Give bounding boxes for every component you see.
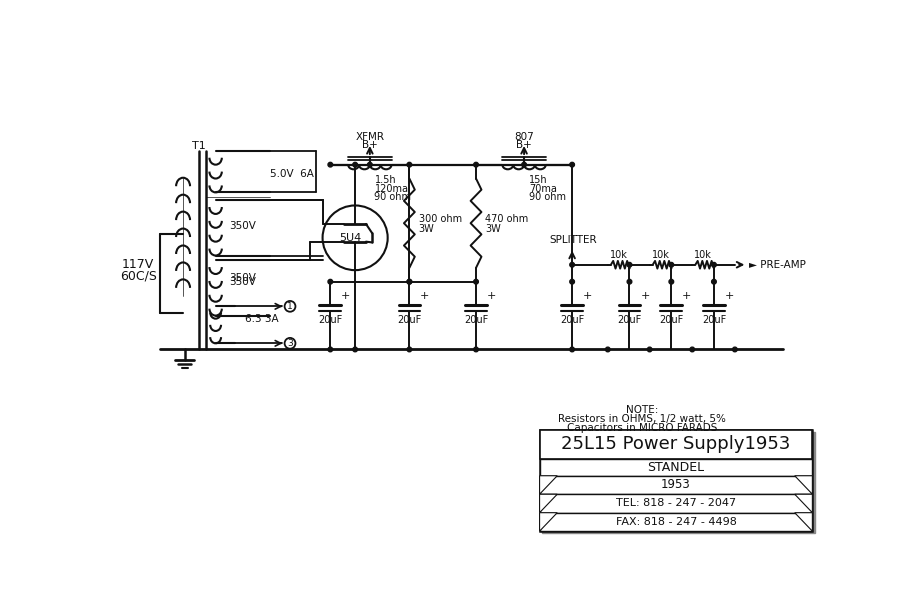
Text: 90 ohm: 90 ohm: [375, 192, 412, 202]
Text: 470 ohm: 470 ohm: [485, 215, 528, 224]
Bar: [542, 432, 815, 533]
Text: TEL: 818 - 247 - 2047: TEL: 818 - 247 - 2047: [616, 499, 736, 509]
Circle shape: [647, 347, 652, 352]
Text: 1: 1: [287, 302, 293, 311]
Text: 350V: 350V: [230, 273, 256, 283]
Circle shape: [353, 162, 357, 167]
Text: 3W: 3W: [419, 224, 435, 234]
Circle shape: [669, 279, 674, 284]
Text: +: +: [583, 290, 593, 301]
Text: 3W: 3W: [485, 224, 501, 234]
Text: +: +: [641, 290, 650, 301]
Circle shape: [570, 279, 574, 284]
Text: 10k: 10k: [694, 250, 712, 260]
Circle shape: [711, 279, 716, 284]
Text: 20uF: 20uF: [702, 315, 726, 325]
Circle shape: [328, 347, 333, 352]
Text: 350V: 350V: [230, 221, 256, 231]
Circle shape: [627, 263, 631, 267]
Polygon shape: [539, 513, 557, 531]
Text: +: +: [341, 290, 350, 301]
Circle shape: [606, 347, 610, 352]
Circle shape: [407, 279, 412, 284]
Text: 3: 3: [287, 339, 293, 348]
Text: 117V: 117V: [122, 258, 154, 271]
Text: 60C/S: 60C/S: [119, 269, 156, 282]
Bar: [539, 429, 812, 459]
Text: T1: T1: [192, 141, 206, 151]
Circle shape: [407, 162, 412, 167]
Text: XFMR: XFMR: [356, 132, 384, 142]
Text: Resistors in OHMS, 1/2 watt, 5%: Resistors in OHMS, 1/2 watt, 5%: [558, 414, 726, 424]
Text: +: +: [725, 290, 734, 301]
Text: 25L15 Power Supply1953: 25L15 Power Supply1953: [562, 435, 790, 453]
Text: 6.3 3A: 6.3 3A: [245, 314, 278, 323]
Text: 20uF: 20uF: [397, 315, 422, 325]
Circle shape: [570, 347, 574, 352]
Polygon shape: [795, 513, 812, 531]
Text: 20uF: 20uF: [618, 315, 641, 325]
Text: 20uF: 20uF: [659, 315, 684, 325]
Circle shape: [732, 347, 737, 352]
Text: NOTE:: NOTE:: [626, 405, 658, 415]
Circle shape: [473, 279, 479, 284]
Circle shape: [522, 162, 527, 167]
Text: SPLITTER: SPLITTER: [550, 235, 597, 245]
Bar: [539, 429, 812, 531]
Text: 20uF: 20uF: [318, 315, 343, 325]
Circle shape: [407, 279, 412, 284]
Text: 300 ohm: 300 ohm: [419, 215, 462, 224]
Circle shape: [328, 162, 333, 167]
Text: FAX: 818 - 247 - 4498: FAX: 818 - 247 - 4498: [616, 517, 736, 527]
Text: +: +: [420, 290, 429, 301]
Circle shape: [570, 263, 574, 267]
Text: 1.5h: 1.5h: [375, 175, 396, 185]
Circle shape: [407, 347, 412, 352]
Bar: [539, 513, 812, 531]
Text: 70ma: 70ma: [528, 183, 557, 194]
Text: 1953: 1953: [661, 478, 691, 491]
Text: 15h: 15h: [528, 175, 548, 185]
Text: +: +: [487, 290, 496, 301]
Text: 20uF: 20uF: [560, 315, 584, 325]
Text: Capacitors in MICRO FARADS: Capacitors in MICRO FARADS: [567, 423, 717, 433]
Bar: [539, 459, 812, 476]
Text: 20uF: 20uF: [464, 315, 488, 325]
Text: +: +: [682, 290, 692, 301]
Bar: [539, 494, 812, 513]
Polygon shape: [795, 476, 812, 494]
Circle shape: [473, 162, 479, 167]
Bar: [539, 476, 812, 494]
Circle shape: [711, 263, 716, 267]
Text: 90 ohm: 90 ohm: [528, 192, 566, 202]
Circle shape: [328, 279, 333, 284]
Text: 10k: 10k: [652, 250, 669, 260]
Circle shape: [368, 162, 372, 167]
Text: 5.0V  6A: 5.0V 6A: [270, 169, 313, 179]
Circle shape: [570, 162, 574, 167]
Text: 350V: 350V: [230, 277, 256, 287]
Circle shape: [627, 279, 631, 284]
Circle shape: [690, 347, 695, 352]
Text: B+: B+: [516, 140, 532, 149]
Polygon shape: [539, 494, 557, 513]
Text: B+: B+: [362, 140, 378, 149]
Text: 120ma: 120ma: [375, 183, 409, 194]
Text: 10k: 10k: [609, 250, 628, 260]
Polygon shape: [539, 476, 557, 494]
Text: ► PRE-AMP: ► PRE-AMP: [749, 260, 806, 270]
Text: 807: 807: [515, 132, 534, 142]
Circle shape: [353, 347, 357, 352]
Polygon shape: [795, 494, 812, 513]
Circle shape: [669, 263, 674, 267]
Circle shape: [473, 347, 479, 352]
Text: 5U4: 5U4: [339, 233, 361, 243]
Text: STANDEL: STANDEL: [647, 461, 705, 474]
